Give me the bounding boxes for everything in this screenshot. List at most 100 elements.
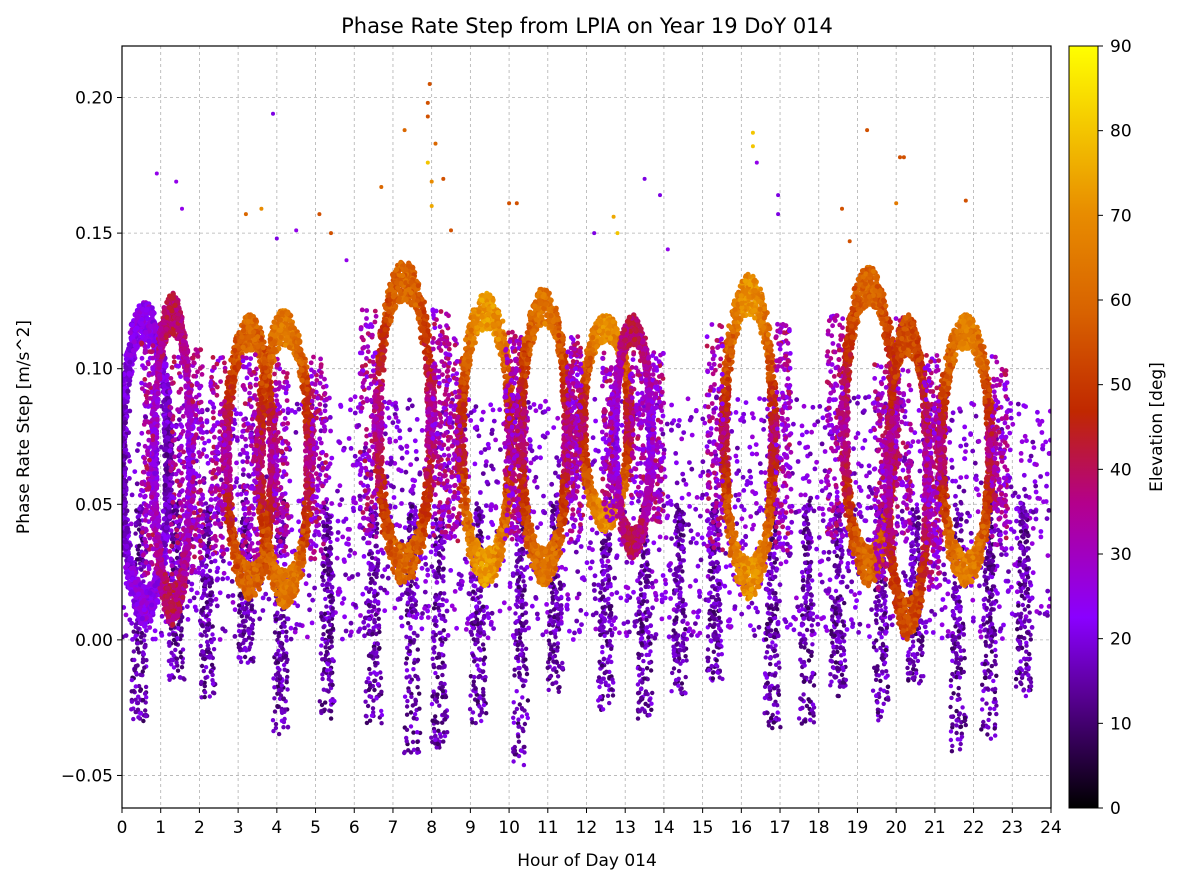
data-point [608, 613, 612, 617]
data-point [405, 668, 409, 672]
data-point [565, 603, 570, 608]
data-point [1003, 530, 1008, 535]
data-point [209, 560, 213, 564]
data-point [328, 540, 332, 544]
data-point [962, 489, 967, 494]
data-point [405, 713, 409, 717]
data-point [324, 604, 328, 608]
data-point [709, 426, 714, 431]
data-point [249, 642, 253, 646]
data-point [691, 610, 696, 615]
data-point [367, 541, 372, 546]
data-point [476, 699, 480, 703]
data-point [434, 575, 438, 579]
data-point [342, 614, 347, 619]
data-point [432, 618, 436, 622]
data-point [142, 652, 146, 656]
data-point [1007, 475, 1012, 480]
data-point [239, 660, 243, 664]
data-point [788, 622, 793, 627]
data-point [654, 579, 659, 584]
data-point [696, 564, 701, 569]
data-point [663, 578, 668, 583]
data-point [479, 648, 483, 652]
data-point [477, 506, 481, 510]
data-point [139, 568, 143, 572]
data-point [856, 630, 861, 635]
data-point [513, 611, 517, 615]
data-point [328, 429, 333, 434]
data-point [854, 435, 859, 440]
data-point [307, 593, 312, 598]
data-point [521, 579, 525, 583]
data-point [218, 590, 223, 595]
data-point [743, 534, 748, 539]
data-point [489, 622, 494, 627]
data-point [137, 506, 141, 510]
data-point [139, 635, 143, 639]
data-point [606, 657, 610, 661]
data-point [135, 646, 139, 650]
data-point [320, 677, 324, 681]
data-point [724, 564, 729, 569]
data-point [522, 588, 526, 592]
data-point [1016, 402, 1021, 407]
data-point [237, 594, 241, 598]
data-point [434, 517, 438, 521]
data-point [227, 561, 232, 566]
data-point [489, 431, 494, 436]
data-point [147, 625, 152, 630]
data-point [169, 662, 173, 666]
data-point [858, 622, 863, 627]
data-point [319, 709, 323, 713]
data-point [432, 606, 436, 610]
data-point [273, 709, 277, 713]
data-point [439, 545, 443, 549]
data-point [681, 430, 686, 435]
data-point [450, 604, 455, 609]
data-point [325, 668, 329, 672]
data-point [408, 462, 413, 467]
data-point [414, 449, 419, 454]
data-point [329, 576, 333, 580]
data-point [951, 410, 956, 415]
data-point [284, 630, 288, 634]
data-point [351, 463, 356, 468]
data-point [319, 643, 323, 647]
data-point [600, 650, 604, 654]
data-point [648, 641, 652, 645]
data-point [416, 647, 420, 651]
data-point [453, 589, 458, 594]
data-point [443, 717, 447, 721]
data-point [320, 672, 324, 676]
data-point [617, 630, 622, 635]
data-point [494, 506, 499, 511]
data-point [687, 460, 692, 465]
data-point [546, 407, 551, 412]
data-point [597, 675, 601, 679]
data-point [693, 621, 698, 626]
data-point [404, 661, 408, 665]
data-point [518, 636, 522, 640]
data-point [372, 605, 376, 609]
data-point [249, 657, 253, 661]
data-point [618, 596, 623, 601]
data-point [485, 480, 490, 485]
data-point [210, 632, 214, 636]
data-point [276, 671, 280, 675]
data-point [609, 592, 614, 597]
data-point [565, 607, 570, 612]
data-point [377, 630, 381, 634]
data-point [516, 585, 520, 589]
data-point [473, 620, 477, 624]
data-point [285, 687, 289, 691]
data-point [285, 680, 289, 684]
data-point [433, 571, 437, 575]
data-point [997, 604, 1002, 609]
data-point [412, 748, 416, 752]
data-point [794, 596, 799, 601]
data-point [406, 621, 410, 625]
data-point [750, 601, 755, 606]
data-point [534, 475, 539, 480]
data-point [821, 518, 826, 523]
